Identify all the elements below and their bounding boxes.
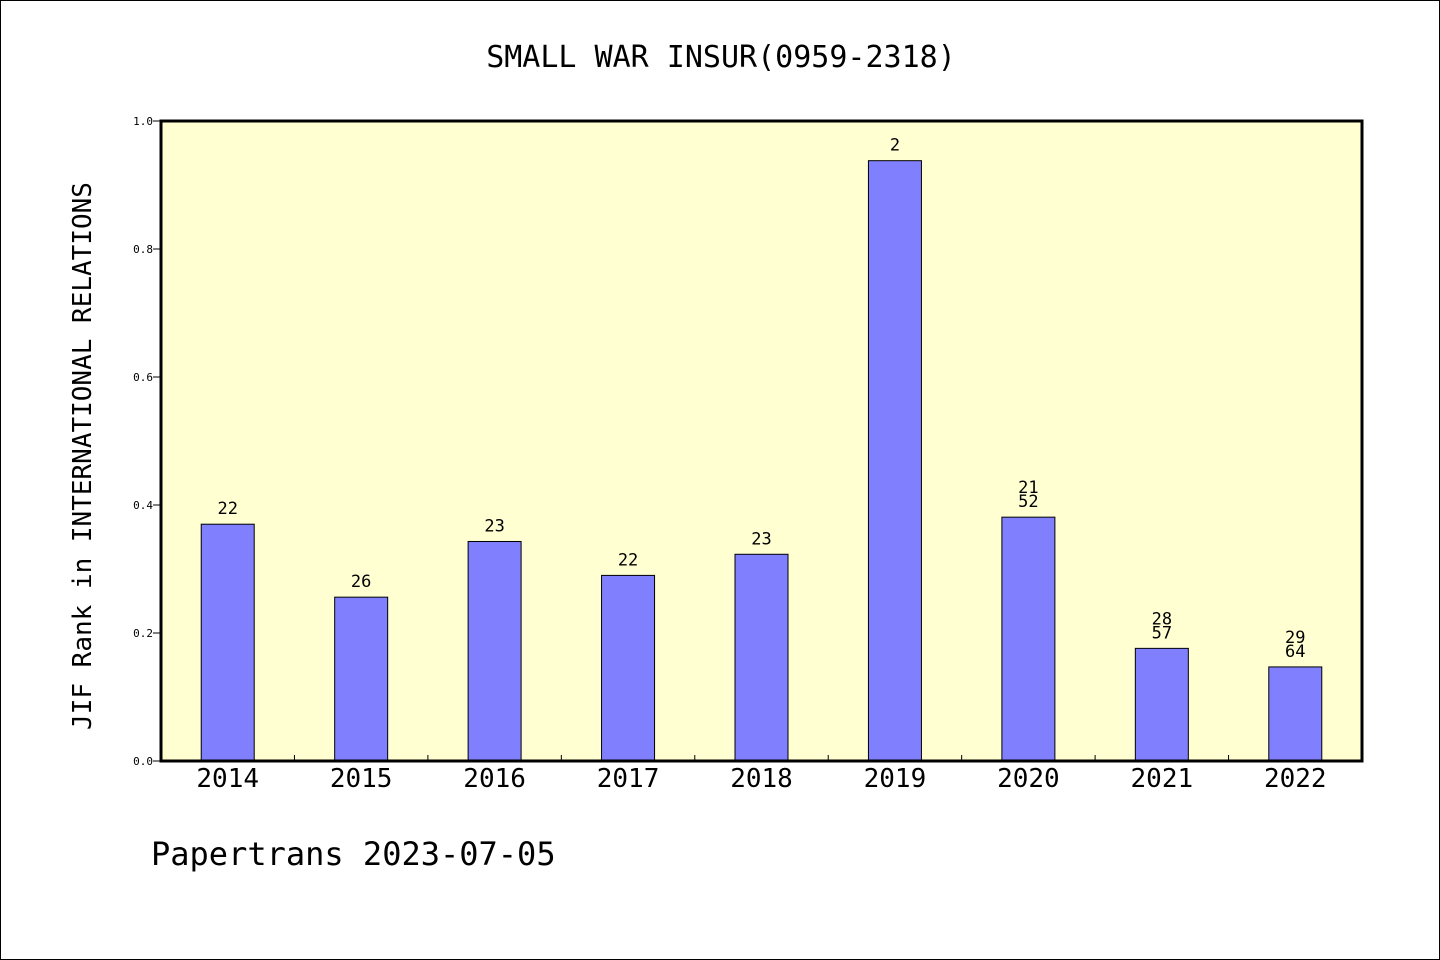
- bar-data-label: 21: [1018, 478, 1038, 498]
- bar-2021: [1134, 647, 1189, 762]
- y-axis: 0.0 0.2 0.4 0.6 0.8 1.0: [133, 115, 161, 768]
- bar-data-label: 28: [1152, 609, 1172, 629]
- bar-data-label: 23: [751, 529, 771, 549]
- bar-data-label: 22: [217, 499, 237, 519]
- chart-title: SMALL WAR INSUR(0959-2318): [486, 40, 956, 75]
- bar-2019: [867, 160, 922, 762]
- y-tick-label: 0.2: [133, 627, 153, 640]
- bar-data-label: 29: [1285, 628, 1305, 648]
- x-tick-label: 2019: [864, 764, 927, 794]
- y-tick-label: 0.8: [133, 243, 153, 256]
- x-tick-label: 2020: [997, 764, 1060, 794]
- bar-2014: [200, 523, 255, 762]
- bar-data-label: 52: [1018, 492, 1038, 512]
- bar-2018: [734, 553, 789, 762]
- y-tick-label: 0.4: [133, 499, 153, 512]
- footer-credit: Papertrans 2023-07-05: [151, 835, 556, 873]
- bar-data-label: 64: [1285, 642, 1305, 662]
- bar-2015: [334, 596, 389, 762]
- y-tick-label: 0.6: [133, 371, 153, 384]
- bars-group: [200, 160, 1323, 762]
- x-tick-label: 2016: [463, 764, 526, 794]
- x-tick-label: 2021: [1131, 764, 1194, 794]
- bar-data-label: 57: [1152, 623, 1172, 643]
- bar-2020: [1001, 516, 1056, 762]
- plot-border: [159, 119, 1364, 763]
- y-tick-label: 1.0: [133, 115, 153, 128]
- bar-data-label: 22: [618, 550, 638, 570]
- bar-2016: [467, 540, 522, 762]
- bar-data-label: 2: [890, 136, 900, 156]
- x-axis: 2014 2015 2016 2017 2018 2019 2020 2021 2022: [196, 755, 1327, 794]
- x-tick-label: 2022: [1264, 764, 1327, 794]
- x-tick-label: 2014: [196, 764, 259, 794]
- x-tick-label: 2018: [730, 764, 793, 794]
- x-tick-label: 2015: [330, 764, 393, 794]
- bar-2017: [601, 574, 656, 762]
- x-tick-label: 2017: [597, 764, 660, 794]
- y-axis-label: JIF Rank in INTERNATIONAL RELATIONS: [68, 182, 98, 730]
- y-tick-label: 0.0: [133, 755, 153, 768]
- bar-data-label: 23: [484, 516, 504, 536]
- bar-2022: [1268, 666, 1323, 762]
- bar-data-label: 26: [351, 572, 371, 592]
